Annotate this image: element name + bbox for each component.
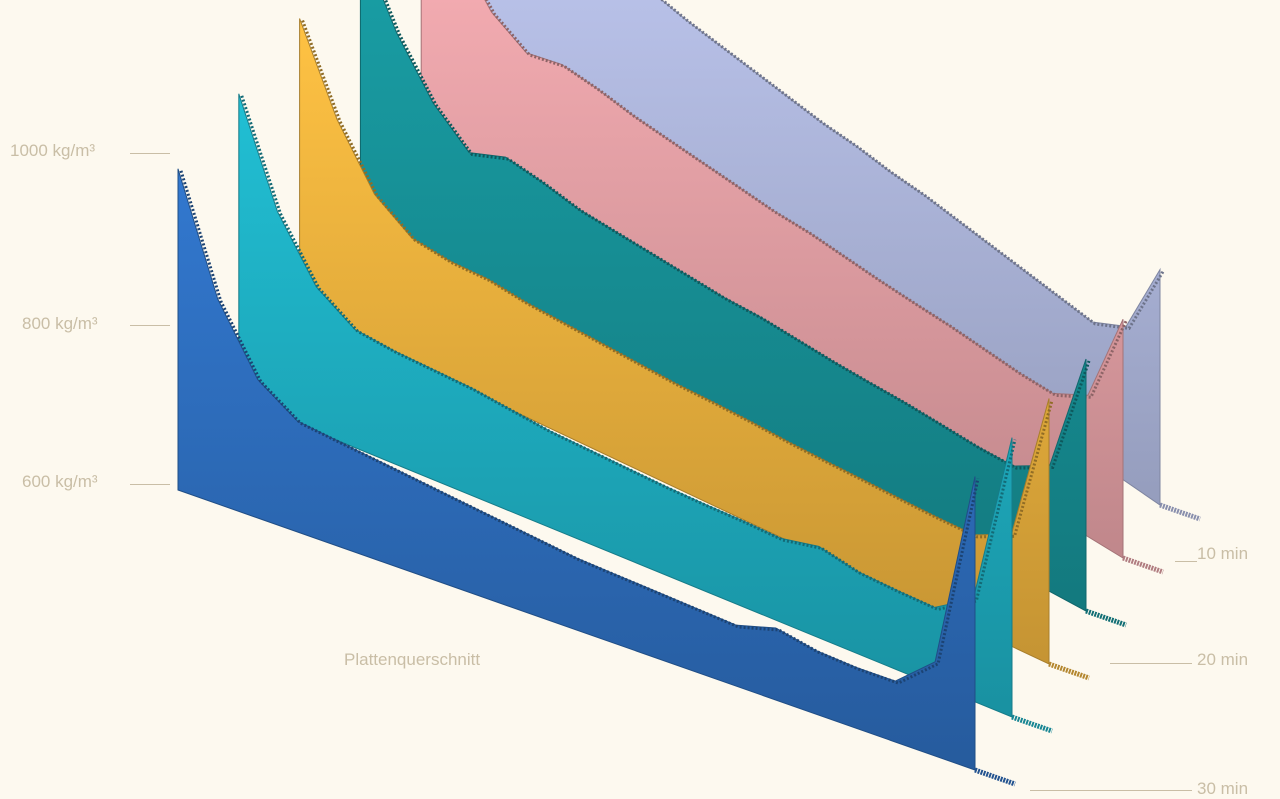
series-edge-6 (179, 170, 980, 685)
x-axis-label: Plattenquerschnitt (344, 650, 481, 669)
series-foot-2 (1122, 555, 1164, 575)
series-edge-4 (301, 19, 1054, 539)
y-tick-line-600 (130, 484, 170, 485)
y-tick-line-1000 (130, 153, 170, 154)
y-tick-label-600: 600 kg/m³ (22, 472, 98, 491)
series-edge-5 (240, 95, 1017, 611)
series-edge-3 (384, 0, 1091, 470)
time-tick-label-10: 10 min (1197, 544, 1249, 563)
y-tick-line-800 (130, 325, 170, 326)
series-foot-5 (1011, 714, 1053, 734)
y-tick-label-1000: 1000 kg/m³ (10, 141, 96, 160)
series-edge-1 (660, 0, 1165, 331)
series-foot-4 (1048, 661, 1090, 681)
series-ribbon-3 (359, 0, 1087, 612)
time-tick-label-20: 20 min (1197, 650, 1249, 669)
series-foot-6 (974, 767, 1016, 787)
time-tick-line-30 (1030, 790, 1192, 791)
time-tick-line-10 (1175, 561, 1197, 562)
series-foot-1 (1159, 502, 1201, 522)
time-tick-line-20 (1110, 663, 1192, 664)
y-tick-label-800: 800 kg/m³ (22, 314, 98, 333)
time-tick-label-30: 30 min (1197, 779, 1249, 798)
series-foot-3 (1085, 608, 1127, 628)
